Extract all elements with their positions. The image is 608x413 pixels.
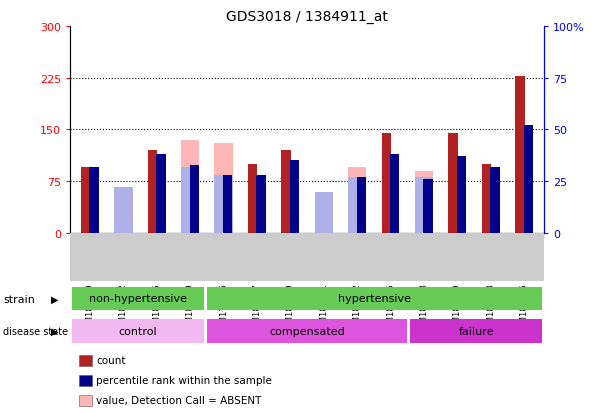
Bar — [114, 213, 133, 233]
Bar — [114, 188, 133, 233]
Bar — [382, 133, 391, 233]
Bar — [215, 176, 233, 233]
Bar — [72, 287, 204, 311]
Bar — [223, 176, 232, 233]
Bar — [449, 133, 458, 233]
Text: disease state: disease state — [3, 326, 68, 336]
Bar — [415, 171, 433, 233]
Bar — [148, 151, 157, 233]
Bar — [357, 178, 366, 233]
Bar — [81, 168, 91, 233]
Text: hypertensive: hypertensive — [338, 294, 411, 304]
Bar — [290, 161, 299, 233]
Text: strain: strain — [3, 294, 35, 304]
Bar — [190, 165, 199, 233]
Bar — [181, 167, 199, 233]
Text: value, Detection Call = ABSENT: value, Detection Call = ABSENT — [96, 395, 261, 405]
Text: control: control — [119, 326, 157, 336]
Bar — [348, 168, 367, 233]
Bar — [314, 192, 333, 233]
Bar — [207, 287, 542, 311]
Bar — [490, 167, 500, 233]
Bar — [410, 320, 542, 343]
Bar — [457, 157, 466, 233]
Bar — [181, 140, 199, 233]
Bar — [89, 167, 99, 233]
Bar — [156, 155, 165, 233]
Bar — [257, 176, 266, 233]
Text: percentile rank within the sample: percentile rank within the sample — [96, 375, 272, 385]
Text: ▶: ▶ — [51, 294, 58, 304]
Bar — [215, 144, 233, 233]
Text: count: count — [96, 356, 126, 366]
Bar — [423, 180, 433, 233]
Bar — [482, 164, 491, 233]
Bar — [282, 151, 291, 233]
Text: failure: failure — [458, 326, 494, 336]
Text: non-hypertensive: non-hypertensive — [89, 294, 187, 304]
Bar — [248, 164, 257, 233]
Bar — [515, 76, 525, 233]
Bar — [415, 178, 433, 233]
Bar — [390, 155, 399, 233]
Bar — [523, 126, 533, 233]
Bar — [72, 320, 204, 343]
Bar — [315, 213, 324, 233]
Text: ▶: ▶ — [51, 326, 58, 336]
Text: compensated: compensated — [269, 326, 345, 336]
Bar — [348, 178, 367, 233]
Title: GDS3018 / 1384911_at: GDS3018 / 1384911_at — [226, 10, 388, 24]
Bar — [207, 320, 407, 343]
